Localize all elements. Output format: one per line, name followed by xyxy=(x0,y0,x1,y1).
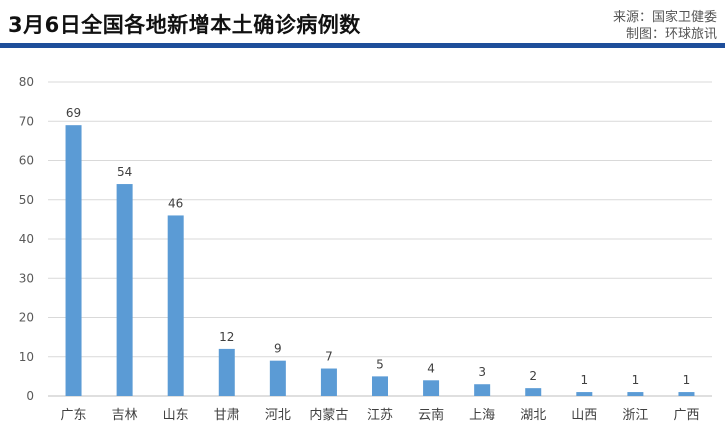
data-label: 1 xyxy=(632,373,640,387)
header-rule xyxy=(0,43,725,48)
x-category-label: 云南 xyxy=(418,407,444,423)
data-label: 2 xyxy=(529,369,537,383)
y-axis-ticks: 0 10 20 30 40 50 60 70 80 xyxy=(19,75,34,403)
y-tick-label: 60 xyxy=(19,154,34,168)
y-tick-label: 0 xyxy=(26,389,34,403)
author-credit: 制图：环球旅讯 xyxy=(625,27,717,42)
gridlines xyxy=(48,81,712,397)
x-category-label: 河北 xyxy=(265,408,291,423)
x-category-label: 广西 xyxy=(673,408,699,423)
bar xyxy=(116,184,133,396)
bar xyxy=(576,392,593,396)
x-category-label: 浙江 xyxy=(622,408,648,423)
y-tick-label: 40 xyxy=(19,232,34,246)
bar xyxy=(167,215,184,396)
x-category-label: 山东 xyxy=(163,408,189,423)
y-tick-label: 10 xyxy=(19,350,34,364)
data-label: 4 xyxy=(427,361,435,375)
x-category-label: 甘肃 xyxy=(214,408,240,423)
y-tick-label: 50 xyxy=(19,193,34,207)
data-label: 5 xyxy=(376,357,384,371)
bar xyxy=(269,360,286,396)
y-tick-label: 20 xyxy=(19,311,34,325)
x-axis-categories: 广东 吉林 山东 甘肃 河北 内蒙古 江苏 云南 上海 湖北 山西 浙江 广西 xyxy=(61,407,700,423)
x-category-label: 内蒙古 xyxy=(309,407,348,423)
data-label: 69 xyxy=(66,106,81,120)
data-label: 12 xyxy=(219,330,234,344)
y-tick-label: 30 xyxy=(19,271,34,285)
data-label: 9 xyxy=(274,342,282,356)
x-category-label: 吉林 xyxy=(112,408,138,423)
bar xyxy=(218,348,235,396)
x-category-label: 山西 xyxy=(571,408,597,423)
bar xyxy=(627,392,644,396)
bar xyxy=(372,376,388,396)
y-tick-label: 70 xyxy=(19,114,34,128)
bar xyxy=(678,392,695,396)
data-label: 54 xyxy=(117,165,132,179)
data-label: 3 xyxy=(478,365,486,379)
y-tick-label: 80 xyxy=(19,75,34,89)
data-label: 7 xyxy=(325,350,333,364)
source-credit: 来源：国家卫健委 xyxy=(612,10,717,25)
x-category-label: 湖北 xyxy=(520,408,546,423)
bar xyxy=(525,388,542,396)
x-category-label: 上海 xyxy=(469,408,495,423)
bars xyxy=(65,125,695,397)
data-label: 1 xyxy=(580,373,588,387)
x-category-label: 广东 xyxy=(61,408,87,423)
chart-title: 3月6日全国各地新增本土确诊病例数 xyxy=(8,13,361,37)
x-category-label: 江苏 xyxy=(367,407,393,423)
bar xyxy=(474,384,491,396)
data-label: 46 xyxy=(168,196,183,210)
bar xyxy=(423,380,440,396)
bar xyxy=(65,125,82,397)
data-label: 1 xyxy=(683,373,691,387)
bar xyxy=(320,368,337,396)
